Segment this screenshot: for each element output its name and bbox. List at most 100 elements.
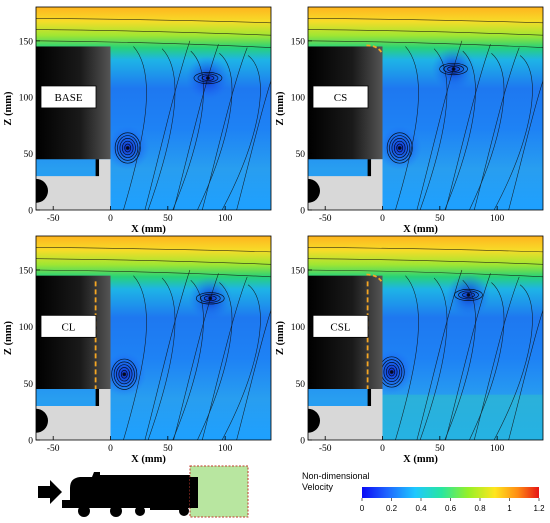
vortex-spiral-ring (119, 138, 136, 158)
y-tick-label: 0 (300, 437, 305, 447)
y-tick-label: 100 (291, 94, 306, 104)
streamline (201, 276, 248, 440)
streamline (473, 47, 520, 210)
vortex-spiral-ring (443, 64, 464, 74)
vortex-spiral-ring (118, 367, 131, 382)
case-label: CSL (330, 321, 350, 333)
wheel (308, 408, 320, 433)
x-tick-label: -50 (47, 444, 60, 454)
streamline (172, 279, 204, 440)
streamline (308, 17, 543, 24)
streamline (416, 40, 463, 210)
vehicle-schematic (38, 465, 249, 518)
vortex-spiral-ring (193, 72, 223, 85)
vortex-spiral-ring (393, 140, 406, 156)
vortex-center-mark (466, 293, 471, 297)
y-tick-label: 100 (19, 323, 34, 333)
streamline (469, 282, 505, 440)
streamline (416, 269, 463, 440)
streamline (144, 40, 191, 210)
streamline (123, 46, 147, 210)
ground-block (308, 389, 383, 440)
vortex-spiral-ring (396, 143, 404, 153)
ground-block (36, 389, 111, 440)
streamline (36, 258, 271, 265)
top-cap-extension (366, 273, 383, 282)
x-tick-label: 0 (380, 214, 385, 224)
streamline (508, 79, 543, 210)
vortex-center-mark (389, 370, 394, 374)
panel-cl: CL -50 0 50 100 0 50 100 150 X (mm) Z (mm) (3, 235, 272, 465)
vortex-spiral-ring (124, 143, 132, 153)
rear-support (367, 389, 372, 412)
streamline (36, 247, 271, 253)
panel-frame (307, 6, 544, 211)
case-label-box (40, 85, 97, 109)
vortex-spiral-ring (199, 293, 221, 303)
colorbar-tick-label: 0.4 (415, 504, 427, 513)
streamline (172, 50, 204, 210)
case-label: CL (61, 321, 75, 333)
streamline (308, 269, 543, 278)
y-tick-label: 150 (291, 267, 306, 277)
vortex-spiral-ring (389, 135, 411, 161)
y-tick-label: 150 (19, 267, 34, 277)
streamline (445, 44, 491, 210)
streamline (395, 46, 419, 210)
streamline (308, 40, 543, 48)
wheel (36, 408, 48, 433)
vortex-center-mark (206, 76, 210, 80)
x-tick-label: 0 (108, 214, 113, 224)
streamline (147, 277, 176, 440)
measurement-window (189, 465, 249, 518)
velocity-field (36, 236, 271, 440)
x-tick-label: 100 (490, 444, 505, 454)
colorbar-title-line2: Velocity (302, 482, 334, 492)
y-tick-label: 50 (24, 380, 34, 390)
x-tick-label: -50 (319, 444, 332, 454)
x-tick-label: 50 (163, 444, 173, 454)
rear-support (95, 159, 100, 182)
panel-base: BASE -50 0 50 100 0 50 100 150 X (mm) Z (mm) (3, 6, 272, 235)
y-axis-label: Z (mm) (3, 320, 14, 355)
streamline (444, 50, 476, 210)
flow-arrow-icon (38, 480, 62, 504)
y-tick-label: 50 (296, 380, 306, 390)
streamline (419, 48, 448, 210)
colorbar-tick-label: 0.8 (474, 504, 486, 513)
ground-block (36, 159, 111, 210)
vortex-spiral-ring (113, 361, 135, 388)
y-tick-label: 150 (19, 37, 34, 47)
streamlines (308, 17, 543, 210)
streamline (36, 40, 271, 48)
y-tick-label: 0 (300, 207, 305, 217)
case-label-box (312, 85, 369, 109)
streamlines (36, 17, 271, 210)
streamlines (36, 247, 271, 440)
vortex-center-mark (125, 146, 130, 150)
underbody-high-velocity-band (382, 394, 543, 440)
streamline (308, 258, 543, 265)
vehicle-rear (308, 44, 383, 210)
ground-block (308, 159, 383, 210)
vehicle-rear (36, 46, 111, 210)
y-tick-label: 0 (28, 207, 33, 217)
streamline (469, 53, 505, 210)
x-axis-label: X (mm) (131, 224, 166, 235)
vortex-spiral-ring (203, 295, 217, 302)
y-tick-label: 150 (291, 37, 306, 47)
streamline (197, 53, 233, 210)
x-tick-label: 100 (218, 214, 233, 224)
vortex-spiral-ring (117, 135, 139, 161)
velocity-field (308, 236, 543, 440)
case-label-box (312, 314, 369, 338)
panel-csl: CSL -50 0 50 100 0 50 100 150 X (mm) Z (mm) (275, 235, 544, 465)
colorbar-tick-label: 0.6 (445, 504, 457, 513)
velocity-field (308, 7, 543, 210)
vortex-spiral-ring (385, 364, 398, 380)
streamline (201, 47, 248, 210)
streamline (493, 55, 533, 210)
streamline (36, 29, 271, 36)
streamline (493, 284, 533, 440)
vortex-spiral-ring (195, 292, 225, 305)
